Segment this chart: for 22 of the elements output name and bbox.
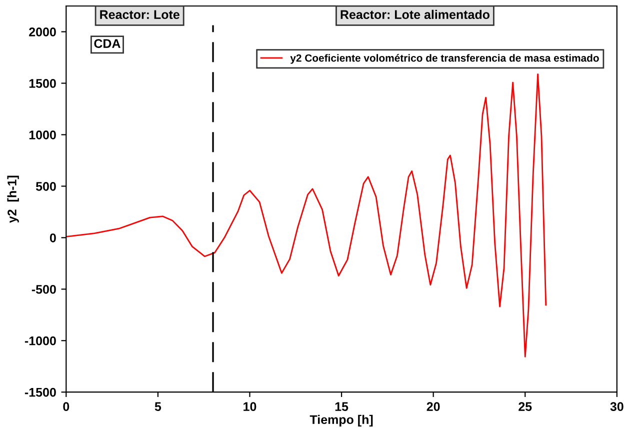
y-tick-label: 0 <box>50 233 56 242</box>
line-series <box>66 73 547 358</box>
x-tick-label: 20 <box>426 402 440 412</box>
y-tick-label: 500 <box>36 182 56 191</box>
y-tick-label: 1500 <box>29 79 56 88</box>
legend-label: y2 Coeficiente volométrico de transferencia de masa estimado <box>290 54 599 64</box>
y-axis-title: y2 [h-1] <box>7 176 19 223</box>
y-tick-label: 2000 <box>29 28 56 36</box>
annotation: Reactor: Lote alimentado <box>340 10 490 20</box>
y-tick-label: -500 <box>32 284 56 294</box>
x-tick-label: 10 <box>244 402 256 412</box>
y-tick-label: 1000 <box>29 130 56 140</box>
y-tick-label: -1000 <box>24 336 56 346</box>
x-axis-title: Tiempo [h] <box>310 414 373 427</box>
x-tick-label: 0 <box>63 402 70 412</box>
annotation: Reactor: Lote <box>100 10 180 20</box>
x-tick-label: 30 <box>610 402 624 412</box>
y-tick-label: -1500 <box>24 388 56 397</box>
x-tick-label: 15 <box>335 402 348 412</box>
x-tick-label: 5 <box>154 402 162 412</box>
annotation: CDA <box>94 39 120 48</box>
x-tick-label: 25 <box>518 402 532 412</box>
